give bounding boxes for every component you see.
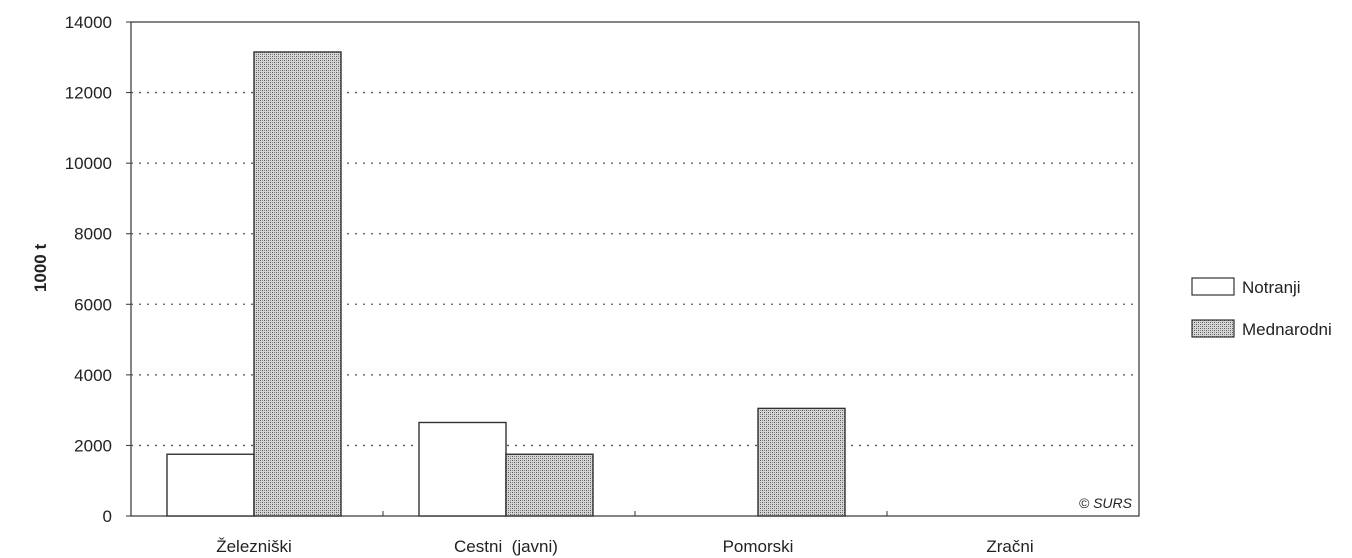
y-tick-label: 8000 [74,225,112,244]
legend-swatch-notranji [1191,277,1235,296]
y-tick-label: 2000 [74,436,112,455]
legend-label-mednarodni: Mednarodni [1242,320,1332,339]
bars [166,51,846,517]
x-category-label: Pomorski [723,537,794,556]
y-tick-label: 0 [103,507,112,526]
x-category-label: Železniški [216,537,292,556]
legend: Notranji Mednarodni [1191,277,1332,339]
y-tick-label: 10000 [65,154,112,173]
copyright-note: © SURS [1079,495,1133,511]
bar-mednarodni-2 [757,407,846,517]
y-tick-label: 14000 [65,13,112,32]
x-category-label: Zračni [986,537,1033,556]
bar-notranji-0 [166,453,255,517]
x-axis: Železniški Cestni (javni) Pomorski Zračni [216,511,1034,556]
x-category-label: Cestni (javni) [454,537,558,556]
y-tick-label: 12000 [65,84,112,103]
y-axis: 0 2000 4000 6000 8000 10000 12000 14000 [65,13,131,526]
y-tick-label: 4000 [74,366,112,385]
legend-label-notranji: Notranji [1242,278,1301,297]
y-tick-label: 6000 [74,295,112,314]
y-axis-label: 1000 t [31,244,50,293]
bar-mednarodni-1 [505,453,594,517]
legend-swatch-mednarodni [1191,319,1235,338]
bar-mednarodni-0 [253,51,342,517]
bar-notranji-1 [418,421,507,517]
